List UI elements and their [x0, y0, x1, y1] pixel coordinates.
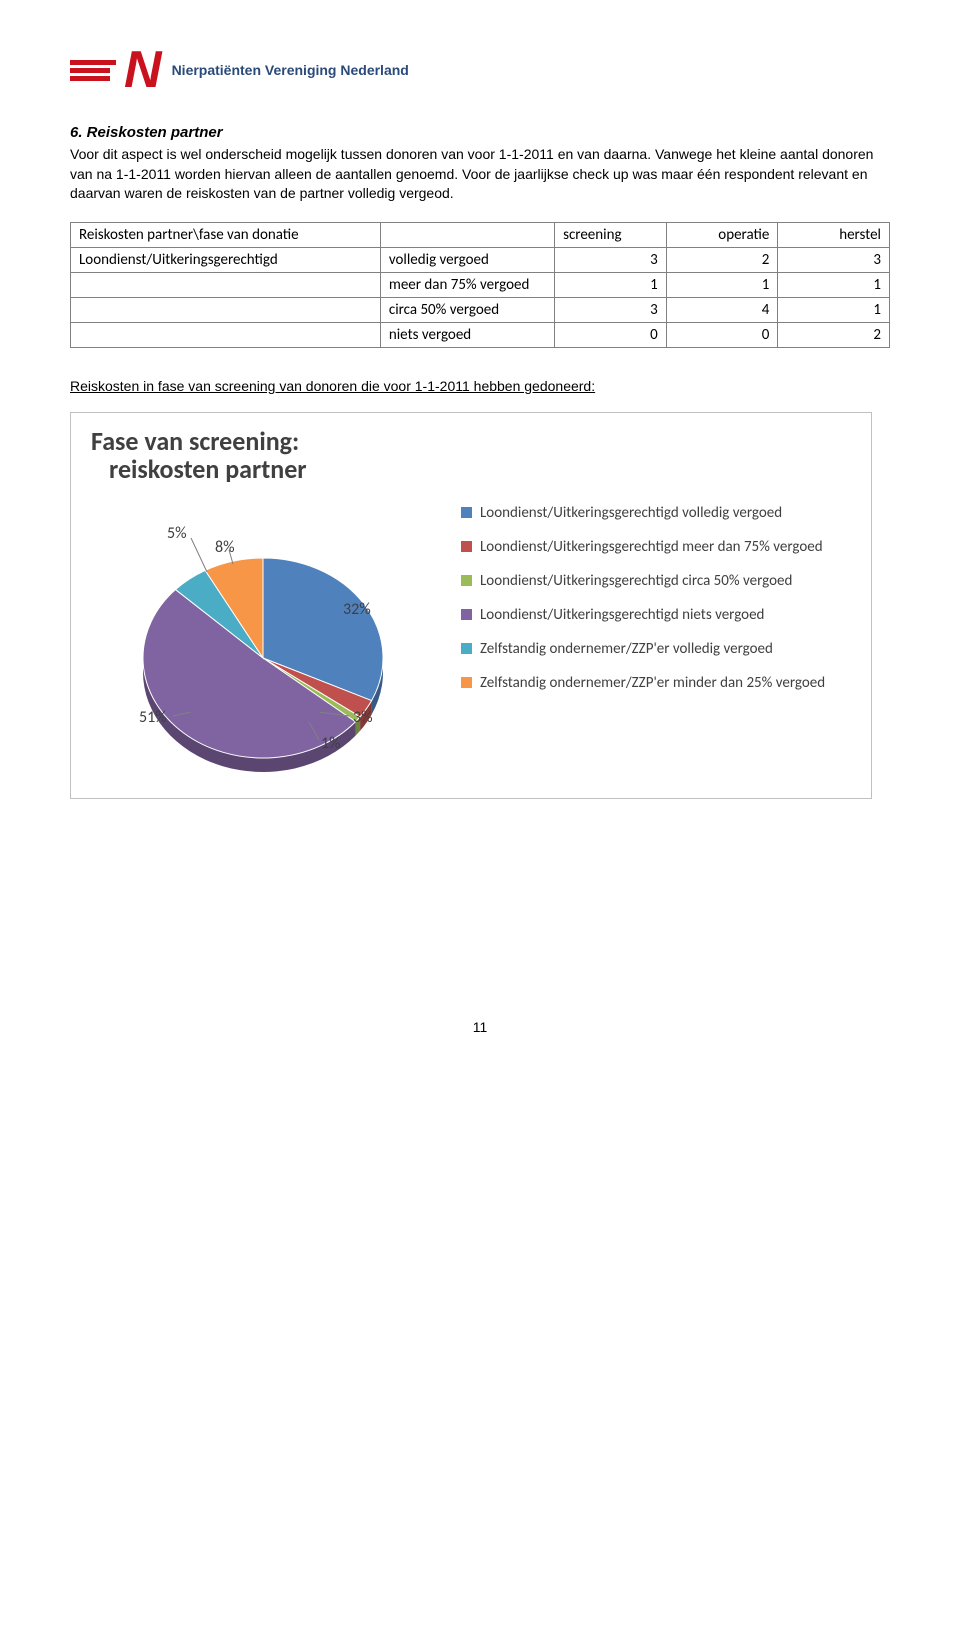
chart-title-line2: reiskosten partner — [91, 453, 307, 485]
legend-item: Loondienst/Uitkeringsgerechtigd niets ve… — [461, 606, 825, 624]
table-header-herstel: herstel — [778, 222, 890, 247]
logo: N Nierpatiënten Vereniging Nederland — [70, 40, 890, 100]
chart-legend: Loondienst/Uitkeringsgerechtigd volledig… — [461, 504, 825, 692]
table-cell: volledig vergoed — [380, 247, 554, 272]
table-cell: 1 — [778, 272, 890, 297]
pie-leader-line — [191, 538, 207, 572]
table-cell: 3 — [555, 297, 667, 322]
table-cell: Loondienst/Uitkeringsgerechtigd — [71, 247, 381, 272]
legend-item: Loondienst/Uitkeringsgerechtigd volledig… — [461, 504, 825, 522]
table-cell — [71, 322, 381, 347]
table-cell: circa 50% vergoed — [380, 297, 554, 322]
logo-stripes — [70, 60, 116, 81]
pie-percent-label: 3% — [353, 708, 373, 727]
chart-title-line1: Fase van screening: — [91, 425, 299, 457]
table-cell: meer dan 75% vergoed — [380, 272, 554, 297]
table-cell: 3 — [555, 247, 667, 272]
legend-item: Zelfstandig ondernemer/ZZP'er minder dan… — [461, 674, 825, 692]
table-cell: 1 — [666, 272, 778, 297]
reiskosten-table: Reiskosten partner\fase van donatie scre… — [70, 222, 890, 348]
legend-label: Loondienst/Uitkeringsgerechtigd volledig… — [480, 504, 782, 522]
pie-chart: 5% 8% 32% 51% 3% 1% — [91, 498, 431, 778]
table-row: Loondienst/Uitkeringsgerechtigd volledig… — [71, 247, 890, 272]
legend-swatch — [461, 575, 472, 586]
table-cell: 2 — [778, 322, 890, 347]
table-row: circa 50% vergoed 3 4 1 — [71, 297, 890, 322]
legend-swatch — [461, 643, 472, 654]
table-cell: 1 — [555, 272, 667, 297]
table-header-operatie: operatie — [666, 222, 778, 247]
pie-svg — [91, 498, 431, 778]
legend-label: Loondienst/Uitkeringsgerechtigd circa 50… — [480, 572, 792, 590]
pie-percent-label: 1% — [321, 734, 341, 753]
pie-chart-box: Fase van screening: reiskosten partner 5… — [70, 412, 872, 799]
page-number: 11 — [70, 1019, 890, 1035]
table-cell: niets vergoed — [380, 322, 554, 347]
pie-percent-label: 5% — [167, 524, 187, 543]
legend-item: Loondienst/Uitkeringsgerechtigd meer dan… — [461, 538, 825, 556]
legend-label: Zelfstandig ondernemer/ZZP'er minder dan… — [480, 674, 825, 692]
legend-item: Loondienst/Uitkeringsgerechtigd circa 50… — [461, 572, 825, 590]
legend-swatch — [461, 677, 472, 688]
legend-item: Zelfstandig ondernemer/ZZP'er volledig v… — [461, 640, 825, 658]
table-cell: 4 — [666, 297, 778, 322]
legend-label: Zelfstandig ondernemer/ZZP'er volledig v… — [480, 640, 773, 658]
legend-swatch — [461, 609, 472, 620]
table-row: niets vergoed 0 0 2 — [71, 322, 890, 347]
section-body: Voor dit aspect is wel onderscheid mogel… — [70, 145, 890, 204]
table-cell: 1 — [778, 297, 890, 322]
legend-label: Loondienst/Uitkeringsgerechtigd niets ve… — [480, 606, 764, 624]
legend-label: Loondienst/Uitkeringsgerechtigd meer dan… — [480, 538, 823, 556]
legend-swatch — [461, 507, 472, 518]
table-cell: 0 — [666, 322, 778, 347]
chart-intro-text: Reiskosten in fase van screening van don… — [70, 378, 890, 394]
table-cell — [71, 272, 381, 297]
table-cell: 2 — [666, 247, 778, 272]
pie-percent-label: 51% — [139, 708, 167, 727]
table-row: meer dan 75% vergoed 1 1 1 — [71, 272, 890, 297]
table-header-c1 — [380, 222, 554, 247]
table-header-c0: Reiskosten partner\fase van donatie — [71, 222, 381, 247]
chart-title: Fase van screening: reiskosten partner — [91, 427, 851, 484]
logo-org-text: Nierpatiënten Vereniging Nederland — [172, 62, 409, 78]
table-cell — [71, 297, 381, 322]
logo-letter: N — [124, 40, 158, 100]
table-cell: 3 — [778, 247, 890, 272]
pie-percent-label: 8% — [215, 538, 235, 557]
table-cell: 0 — [555, 322, 667, 347]
legend-swatch — [461, 541, 472, 552]
table-header-row: Reiskosten partner\fase van donatie scre… — [71, 222, 890, 247]
pie-percent-label: 32% — [343, 600, 371, 619]
table-header-screening: screening — [555, 222, 667, 247]
section-title: 6. Reiskosten partner — [70, 124, 890, 141]
